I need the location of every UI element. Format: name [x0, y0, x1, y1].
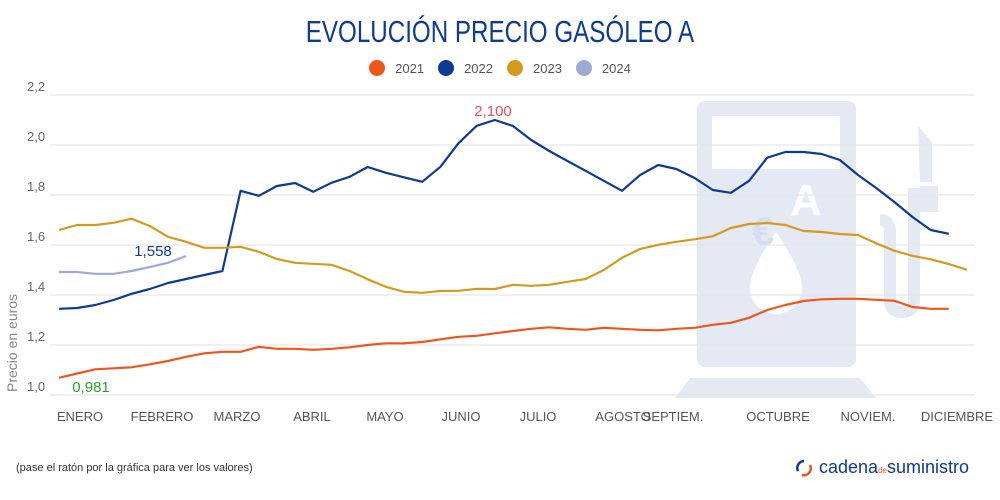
x-tick-label: MAYO: [366, 409, 403, 424]
hover-hint: (pase el ratón por la gráfica para ver l…: [16, 462, 253, 474]
logo-text-suministro: suministro: [886, 457, 969, 477]
x-axis: ENERO FEBRERO MARZO ABRIL MAYO JUNIO JULIO AGOS…: [57, 409, 994, 424]
svg-text:€: €: [752, 210, 774, 254]
y-tick-label: 1,4: [27, 279, 45, 294]
y-tick-label: 1,6: [27, 229, 45, 244]
brand-logo[interactable]: cadenadesuministro: [795, 457, 969, 478]
legend-dot-icon: [575, 60, 592, 76]
legend-dot-icon: [369, 60, 386, 76]
legend-label: 2024: [601, 60, 631, 76]
legend-item-2024[interactable]: 2024: [575, 60, 631, 76]
series-line-2024[interactable]: [59, 254, 187, 275]
x-tick-label: NOVIEM.: [841, 409, 896, 424]
x-tick-label: AGOSTO: [595, 409, 650, 424]
x-tick-label: ABRIL: [293, 409, 331, 424]
data-label-2024: 1,558: [134, 243, 172, 260]
y-tick-label: 1,8: [27, 179, 45, 194]
legend-label: 2021: [395, 60, 425, 76]
annotations: 2,100 1,558 0,981: [72, 103, 512, 396]
y-tick-label: 2,2: [27, 79, 45, 94]
legend-item-2022[interactable]: 2022: [438, 60, 493, 76]
legend-dot-icon: [507, 60, 523, 76]
logo-icon: [796, 459, 813, 476]
chart-title-text: EVOLUCIÓN PRECIO GASÓLEO A: [305, 14, 695, 49]
data-label-2022: 2,100: [474, 103, 512, 120]
logo-text: cadena: [819, 457, 879, 477]
legend-label: 2023: [533, 60, 562, 76]
y-axis: 1,0 1,2 1,4 1,6 1,8 2,0 2,2: [27, 79, 45, 394]
data-label-2021: 0,981: [72, 379, 110, 396]
x-tick-label: SEPTIEM.: [643, 409, 704, 424]
series-line-2023[interactable]: [58, 217, 968, 294]
series-lines: [58, 118, 968, 379]
series-line-2022[interactable]: [58, 118, 950, 310]
x-tick-label: JULIO: [520, 409, 557, 424]
chart-title: EVOLUCIÓN PRECIO GASÓLEO A: [0, 14, 1000, 50]
series-line-2021[interactable]: [58, 297, 949, 379]
x-tick-label: DICIEMBRE: [921, 409, 994, 424]
x-tick-label: FEBRERO: [131, 409, 194, 424]
legend-dot-icon: [438, 60, 455, 76]
x-tick-label: OCTUBRE: [746, 409, 810, 424]
y-tick-label: 1,0: [27, 379, 45, 394]
legend: 2021 2022 2023 2024: [0, 60, 1000, 76]
legend-item-2023[interactable]: 2023: [507, 60, 562, 76]
y-axis-label: Precio en euros: [4, 294, 20, 392]
fuel-pump-watermark-icon: A €: [675, 101, 938, 398]
y-tick-label: 1,2: [27, 329, 45, 344]
x-tick-label: ENERO: [57, 409, 103, 424]
x-tick-label: JUNIO: [442, 409, 481, 424]
grid: [50, 94, 975, 396]
x-tick-label: MARZO: [214, 409, 261, 424]
svg-text:A: A: [790, 176, 822, 225]
legend-item-2021[interactable]: 2021: [369, 60, 424, 76]
y-tick-label: 2,0: [27, 129, 45, 144]
legend-label: 2022: [464, 60, 493, 76]
logo-text-de: de: [878, 466, 887, 475]
